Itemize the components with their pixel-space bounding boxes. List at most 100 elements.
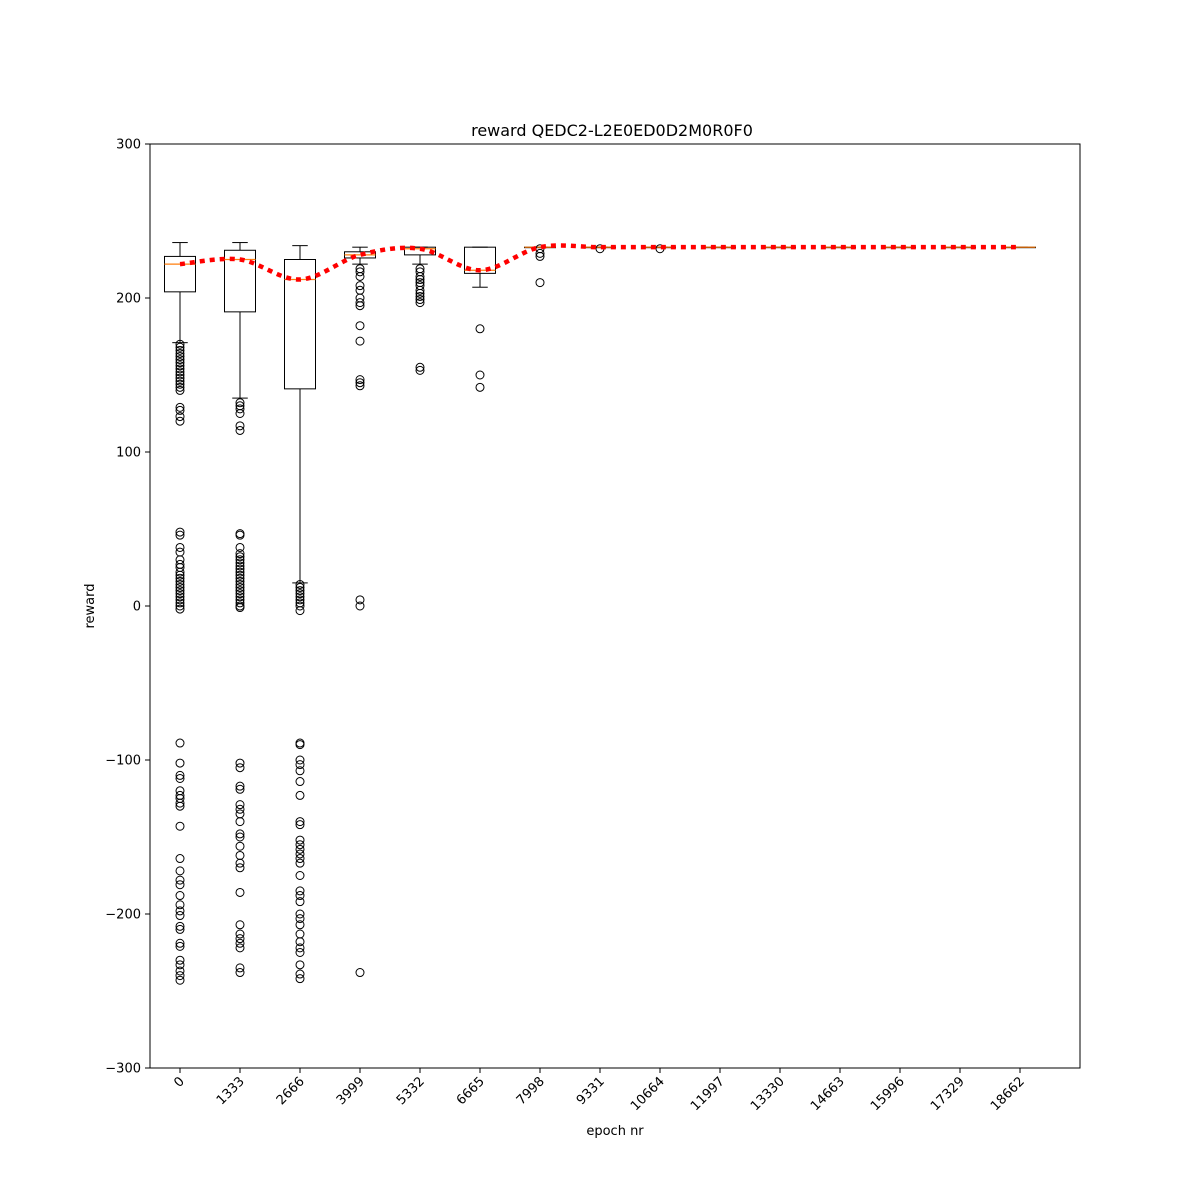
box-iqr	[224, 249, 256, 313]
outlier-point	[175, 570, 185, 580]
outlier-point	[295, 974, 305, 984]
outlier-point	[235, 530, 245, 540]
box-group	[284, 245, 316, 984]
outlier-point	[175, 875, 185, 885]
y-tick-label: 200	[116, 292, 141, 307]
outlier-point	[235, 781, 245, 791]
outlier-point	[295, 886, 305, 896]
y-tick-label: 300	[116, 138, 141, 153]
outlier-point	[295, 909, 305, 919]
outlier-point	[175, 542, 185, 552]
outlier-point	[175, 373, 185, 383]
chart-title: reward QEDC2-L2E0ED0D2M0R0F0	[471, 121, 753, 140]
outlier-point	[415, 365, 425, 375]
outlier-point	[175, 798, 185, 808]
outlier-point	[175, 358, 185, 368]
outlier-point	[235, 583, 245, 593]
outlier-point	[175, 738, 185, 748]
outlier-point	[175, 348, 185, 358]
outlier-point	[355, 336, 365, 346]
outlier-point	[175, 567, 185, 577]
box-group	[344, 246, 376, 978]
outlier-point	[175, 821, 185, 831]
outlier-point	[175, 364, 185, 374]
outlier-point	[295, 920, 305, 930]
outlier-point	[175, 770, 185, 780]
outlier-point	[295, 586, 305, 596]
outlier-point	[175, 576, 185, 586]
outlier-point	[235, 564, 245, 574]
outlier-point	[175, 598, 185, 608]
outlier-point	[235, 552, 245, 562]
box-group	[1004, 246, 1036, 249]
outlier-point	[235, 555, 245, 565]
outlier-point	[295, 891, 305, 901]
outlier-point	[175, 412, 185, 422]
outlier-point	[355, 968, 365, 978]
outlier-point	[235, 409, 245, 418]
outlier-point	[295, 858, 305, 868]
y-tick-label: −200	[105, 908, 141, 923]
box-group	[224, 242, 256, 978]
outlier-point	[175, 801, 185, 811]
outlier-point	[295, 790, 305, 800]
y-axis: −300 −200 −100 0 100 200 300	[105, 138, 150, 1077]
x-axis-label: epoch nr	[586, 1124, 644, 1139]
outlier-point	[415, 362, 425, 372]
outlier-point	[295, 820, 305, 830]
outlier-point	[175, 339, 185, 349]
outlier-point	[235, 800, 245, 810]
outlier-point	[415, 288, 425, 298]
outlier-point	[235, 579, 245, 589]
outlier-point	[295, 592, 305, 602]
outlier-point	[415, 298, 425, 308]
outlier-point	[235, 920, 245, 930]
outlier-point	[295, 897, 305, 907]
y-axis-label: reward	[83, 583, 98, 628]
outlier-point	[235, 943, 245, 953]
outlier-point	[175, 361, 185, 371]
outlier-point	[235, 887, 245, 897]
outlier-point	[175, 530, 185, 540]
box-group	[164, 242, 196, 985]
outlier-point	[175, 402, 185, 412]
outlier-point	[175, 376, 185, 386]
outlier-point	[415, 285, 425, 295]
outlier-point	[175, 379, 185, 389]
outlier-point	[175, 960, 185, 970]
outlier-point	[235, 938, 245, 948]
outlier-point	[355, 281, 365, 291]
box-group	[884, 246, 916, 249]
y-tick-label: −100	[105, 754, 141, 769]
outlier-point	[235, 573, 245, 583]
outlier-point	[235, 832, 245, 842]
outlier-point	[295, 948, 305, 957]
outlier-point	[295, 854, 305, 864]
outlier-point	[175, 586, 185, 596]
outlier-point	[295, 969, 305, 979]
outlier-point	[295, 777, 305, 787]
outlier-point	[175, 595, 185, 605]
outlier-point	[235, 542, 245, 552]
outlier-point	[295, 606, 305, 616]
outlier-point	[475, 382, 485, 392]
outlier-point	[295, 760, 305, 770]
box-iqr	[164, 255, 196, 293]
outlier-point	[295, 849, 305, 859]
outlier-point	[235, 558, 245, 568]
outlier-point	[175, 971, 185, 981]
outlier-point	[175, 975, 185, 985]
outlier-point	[235, 549, 245, 559]
outlier-point	[355, 298, 365, 308]
outlier-point	[175, 921, 185, 931]
box-iqr	[464, 246, 496, 274]
outlier-point	[415, 271, 425, 281]
outlier-point	[235, 567, 245, 577]
outlier-point	[235, 817, 245, 827]
outlier-point	[415, 275, 425, 285]
outlier-point	[235, 589, 245, 599]
outlier-point	[175, 758, 185, 768]
outlier-point	[295, 583, 305, 593]
outlier-point	[175, 911, 185, 921]
